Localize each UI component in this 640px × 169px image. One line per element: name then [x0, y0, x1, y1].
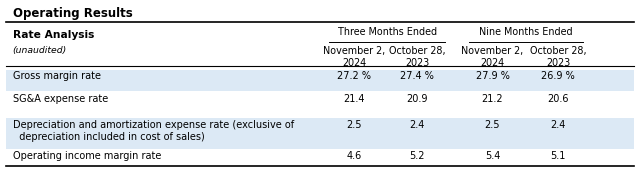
Text: Operating income margin rate: Operating income margin rate — [13, 151, 161, 161]
Text: October 28,
2023: October 28, 2023 — [530, 46, 587, 68]
FancyBboxPatch shape — [6, 70, 634, 91]
Text: Operating Results: Operating Results — [13, 7, 132, 20]
Text: Nine Months Ended: Nine Months Ended — [479, 27, 573, 37]
FancyBboxPatch shape — [6, 149, 634, 169]
FancyBboxPatch shape — [6, 92, 634, 114]
Text: Depreciation and amortization expense rate (exclusive of
  depreciation included: Depreciation and amortization expense ra… — [13, 120, 294, 142]
Text: 27.4 %: 27.4 % — [400, 71, 434, 81]
Text: 2.4: 2.4 — [550, 120, 566, 130]
Text: Gross margin rate: Gross margin rate — [13, 71, 100, 81]
Text: November 2,
2024: November 2, 2024 — [461, 46, 524, 68]
Text: October 28,
2023: October 28, 2023 — [389, 46, 445, 68]
Text: Three Months Ended: Three Months Ended — [337, 27, 436, 37]
Text: SG&A expense rate: SG&A expense rate — [13, 94, 108, 104]
FancyBboxPatch shape — [6, 118, 634, 156]
Text: 27.2 %: 27.2 % — [337, 71, 371, 81]
Text: 5.2: 5.2 — [410, 151, 425, 161]
Text: 26.9 %: 26.9 % — [541, 71, 575, 81]
Text: (unaudited): (unaudited) — [13, 46, 67, 55]
Text: 21.4: 21.4 — [344, 94, 365, 104]
Text: 27.9 %: 27.9 % — [476, 71, 509, 81]
Text: 2.5: 2.5 — [484, 120, 500, 130]
Text: 20.6: 20.6 — [548, 94, 569, 104]
Text: 4.6: 4.6 — [347, 151, 362, 161]
Text: 2.5: 2.5 — [347, 120, 362, 130]
Text: 5.1: 5.1 — [550, 151, 566, 161]
Text: 5.4: 5.4 — [484, 151, 500, 161]
Text: November 2,
2024: November 2, 2024 — [323, 46, 386, 68]
Text: 2.4: 2.4 — [410, 120, 425, 130]
Text: 20.9: 20.9 — [406, 94, 428, 104]
Text: Rate Analysis: Rate Analysis — [13, 30, 94, 40]
Text: 21.2: 21.2 — [482, 94, 503, 104]
